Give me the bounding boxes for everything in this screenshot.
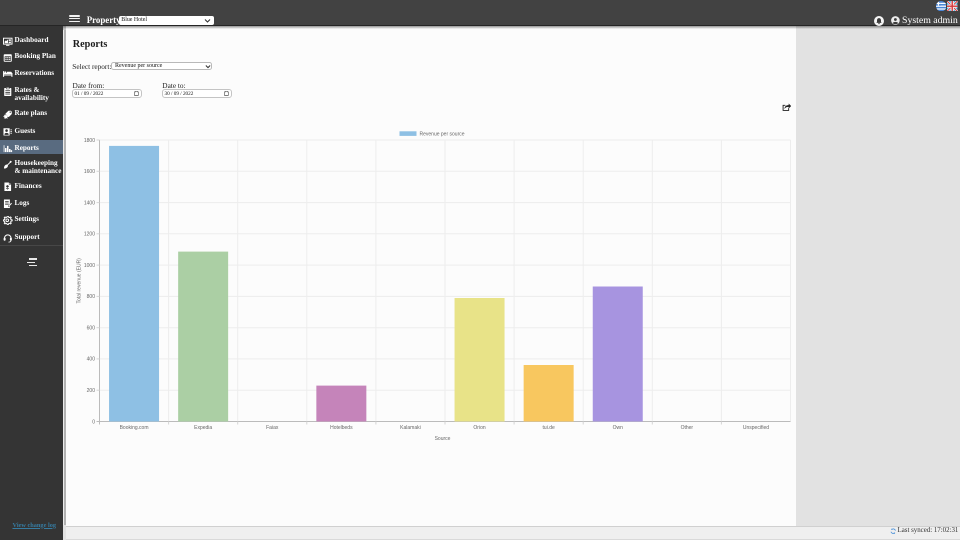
svg-text:Source: Source xyxy=(435,436,451,442)
svg-text:Other: Other xyxy=(681,425,694,431)
svg-text:0: 0 xyxy=(92,419,95,425)
svg-text:Unspecified: Unspecified xyxy=(743,425,769,431)
svg-text:Orion: Orion xyxy=(473,425,485,431)
svg-text:Own: Own xyxy=(613,425,624,431)
svg-text:Hotelbeds: Hotelbeds xyxy=(330,425,353,431)
svg-text:tui.de: tui.de xyxy=(543,425,555,431)
svg-text:Total revenue (EUR): Total revenue (EUR) xyxy=(77,258,83,304)
svg-text:Booking.com: Booking.com xyxy=(120,425,149,431)
svg-text:1800: 1800 xyxy=(84,138,95,144)
svg-text:800: 800 xyxy=(87,294,96,300)
svg-text:Faiax: Faiax xyxy=(266,425,279,431)
svg-text:600: 600 xyxy=(87,326,96,332)
svg-text:400: 400 xyxy=(87,357,96,363)
svg-text:Revenue per source: Revenue per source xyxy=(420,132,465,138)
svg-text:1600: 1600 xyxy=(84,169,95,175)
svg-text:200: 200 xyxy=(87,388,96,394)
svg-text:Kalamaki: Kalamaki xyxy=(400,425,421,431)
svg-text:1200: 1200 xyxy=(84,232,95,238)
svg-text:1400: 1400 xyxy=(84,200,95,206)
svg-text:Expedia: Expedia xyxy=(194,425,212,431)
svg-text:1000: 1000 xyxy=(84,263,95,269)
